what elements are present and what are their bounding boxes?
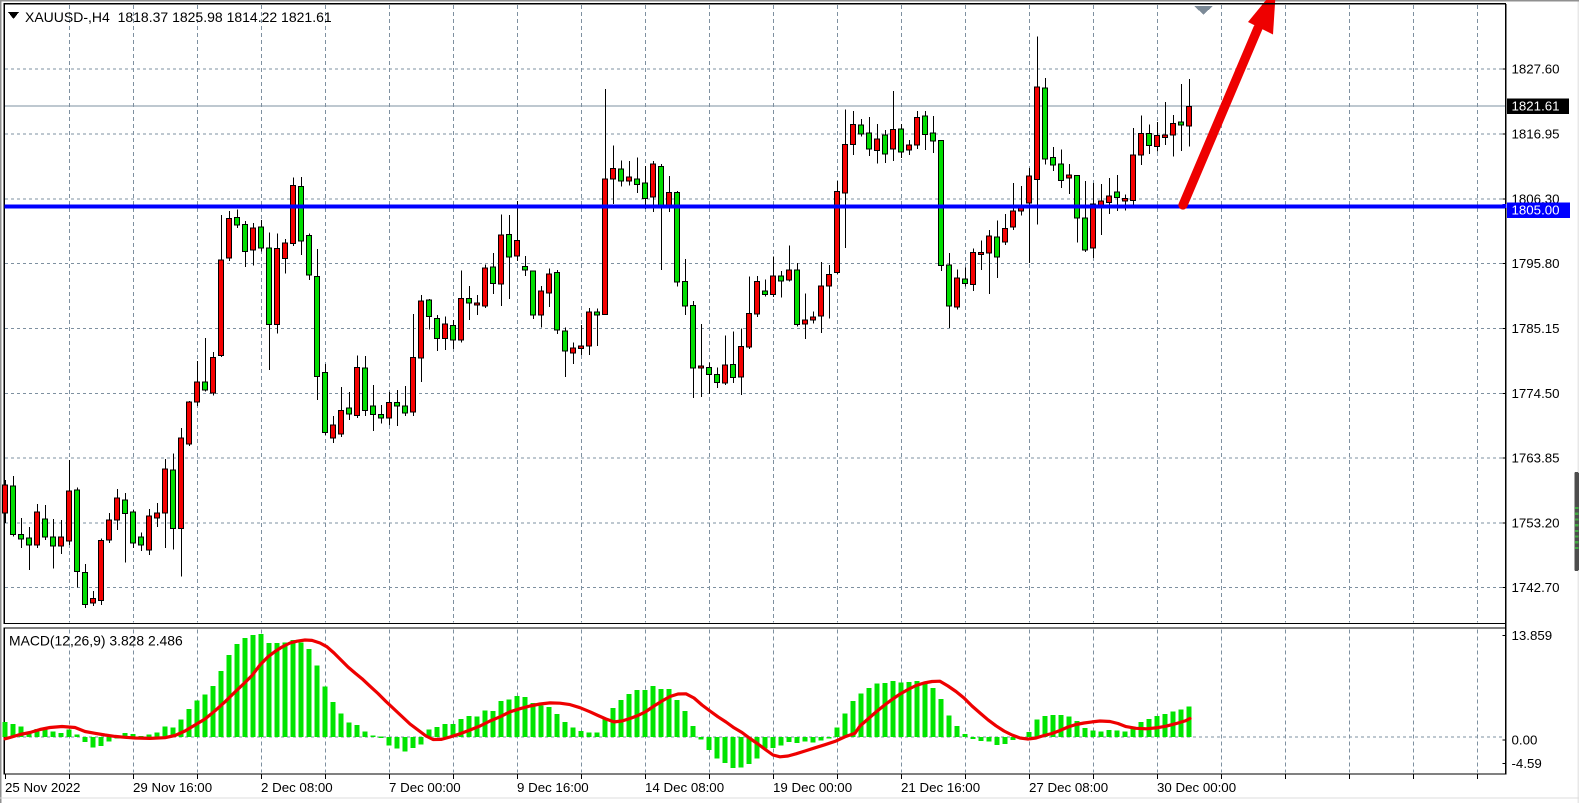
svg-text:MACD(12,26,9) 3.828 2.486: MACD(12,26,9) 3.828 2.486 <box>9 633 183 649</box>
svg-text:-4.59: -4.59 <box>1512 756 1542 771</box>
svg-text:0.00: 0.00 <box>1512 733 1538 748</box>
svg-text:27 Dec 08:00: 27 Dec 08:00 <box>1029 780 1108 795</box>
svg-text:21 Dec 16:00: 21 Dec 16:00 <box>901 780 980 795</box>
svg-text:30 Dec 00:00: 30 Dec 00:00 <box>1157 780 1236 795</box>
svg-text:14 Dec 08:00: 14 Dec 08:00 <box>645 780 724 795</box>
svg-text:7 Dec 00:00: 7 Dec 00:00 <box>389 780 461 795</box>
svg-text:1774.50: 1774.50 <box>1512 386 1560 401</box>
svg-text:XAUUSD-,H4 1818.37 1825.98 18: XAUUSD-,H4 1818.37 1825.98 1814.22 1821.… <box>25 9 332 25</box>
svg-text:1821.61: 1821.61 <box>1512 99 1560 114</box>
svg-text:1742.70: 1742.70 <box>1512 580 1560 595</box>
svg-text:29 Nov 16:00: 29 Nov 16:00 <box>133 780 212 795</box>
svg-text:13.859: 13.859 <box>1512 628 1553 643</box>
svg-text:25 Nov 2022: 25 Nov 2022 <box>5 780 80 795</box>
svg-text:9 Dec 16:00: 9 Dec 16:00 <box>517 780 589 795</box>
svg-text:1763.85: 1763.85 <box>1512 451 1560 466</box>
svg-text:2 Dec 08:00: 2 Dec 08:00 <box>261 780 333 795</box>
svg-text:1785.15: 1785.15 <box>1512 321 1560 336</box>
svg-text:19 Dec 00:00: 19 Dec 00:00 <box>773 780 852 795</box>
svg-text:1816.95: 1816.95 <box>1512 127 1560 142</box>
svg-text:1753.20: 1753.20 <box>1512 516 1560 531</box>
svg-text:1805.00: 1805.00 <box>1512 203 1560 218</box>
svg-text:1795.80: 1795.80 <box>1512 256 1560 271</box>
svg-text:1827.60: 1827.60 <box>1512 62 1560 77</box>
